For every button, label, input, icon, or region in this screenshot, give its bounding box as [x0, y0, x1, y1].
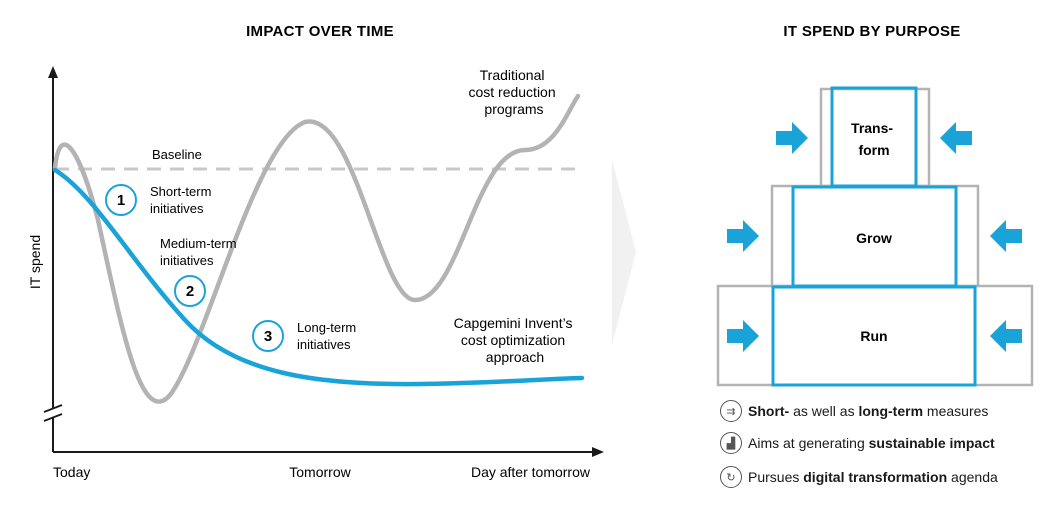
initiative-1: 1 Short-term initiatives [105, 184, 215, 216]
axis-break-mark [43, 404, 63, 413]
x-tick-day-after-tomorrow: Day after tomorrow [471, 464, 591, 480]
transform-outer-block [819, 87, 931, 188]
bullet-text-bold: sustainable impact [868, 435, 995, 451]
bullet-digital-transformation: ↻ Pursues digital transformation agenda [720, 465, 998, 489]
bullet-text-plain: Pursues [748, 469, 804, 485]
x-axis-arrow-icon [592, 447, 604, 457]
right-title: IT SPEND BY PURPOSE [783, 23, 960, 40]
initiative-2: 2 Medium-term initiatives [160, 236, 240, 307]
bullet-text-plain: as well as [789, 403, 859, 419]
baseline-label: Baseline [152, 147, 202, 162]
initiative-3-label: Long-term initiatives [297, 320, 360, 352]
bullet-text-plain: Aims at generating [748, 435, 869, 451]
initiative-2-label-line: Medium-term [160, 236, 237, 251]
arrow-right-icon [776, 122, 808, 154]
capgemini-label-line: cost optimization [461, 332, 565, 348]
axis-break-gap [44, 408, 62, 418]
initiative-2-circle [174, 275, 206, 307]
bullet-text-bold: Short- [748, 403, 790, 419]
traditional-label-line: programs [484, 101, 543, 117]
initiative-3-number: 3 [264, 328, 272, 345]
arrows-converge-icon: ⇉ [720, 400, 742, 422]
bullet-text-bold: long-term [858, 403, 924, 419]
arrow-right-icon [727, 220, 759, 252]
arrow-left-icon [990, 320, 1022, 352]
initiative-1-label: Short-term initiatives [150, 184, 215, 216]
initiative-2-label-line: initiatives [160, 253, 214, 268]
axis-break-mark [43, 413, 63, 422]
traditional-label-line: cost reduction [468, 84, 555, 100]
bullet-text: Short- as well as long-term measures [748, 403, 988, 419]
capgemini-label-line: approach [486, 349, 544, 365]
digital-cycle-icon: ↻ [720, 466, 742, 488]
capgemini-label-line: Capgemini Invent’s [454, 315, 573, 331]
transform-label-line: form [858, 142, 889, 158]
initiative-3-label-line: Long-term [297, 320, 356, 335]
initiative-1-number: 1 [117, 192, 125, 209]
traditional-label-line: Traditional [480, 67, 545, 83]
transform-label: Trans- form [851, 120, 897, 158]
bullet-short-long-term: ⇉ Short- as well as long-term measures [720, 399, 988, 423]
bullet-text-plain: agenda [947, 469, 998, 485]
bullet-text: Pursues digital transformation agenda [748, 469, 998, 485]
capgemini-curve [52, 167, 585, 387]
initiative-3-label-line: initiatives [297, 337, 351, 352]
bullet-sustainable-impact: ▟ Aims at generating sustainable impact [720, 431, 995, 455]
section-divider-chevron [612, 160, 636, 345]
x-tick-tomorrow: Tomorrow [289, 464, 351, 480]
run-block [771, 285, 977, 387]
capgemini-label: Capgemini Invent’s cost optimization app… [454, 315, 577, 365]
initiative-3: 3 Long-term initiatives [252, 320, 360, 352]
initiative-1-label-line: initiatives [150, 201, 204, 216]
transform-block [830, 86, 918, 188]
arrow-left-icon [940, 122, 972, 154]
run-label: Run [860, 328, 887, 344]
growth-chart-icon: ▟ [720, 432, 742, 454]
initiative-1-label-line: Short-term [150, 184, 211, 199]
bullet-text-plain: measures [923, 403, 989, 419]
initiative-1-circle [105, 184, 137, 216]
transform-label-line: Trans- [851, 120, 893, 136]
initiative-2-label: Medium-term initiatives [160, 236, 240, 268]
left-title: IMPACT OVER TIME [246, 23, 394, 40]
grow-label: Grow [856, 230, 892, 246]
bullet-text: Aims at generating sustainable impact [748, 435, 995, 451]
bullet-text-bold: digital transformation [803, 469, 948, 485]
traditional-curve [52, 93, 581, 404]
arrow-left-icon [990, 220, 1022, 252]
initiative-2-number: 2 [186, 283, 194, 300]
initiative-3-circle [252, 320, 284, 352]
x-tick-today: Today [53, 464, 90, 480]
y-axis-label: IT spend [27, 235, 43, 289]
arrow-right-icon [727, 320, 759, 352]
y-axis-arrow-icon [48, 66, 58, 78]
traditional-label: Traditional cost reduction programs [468, 67, 559, 117]
